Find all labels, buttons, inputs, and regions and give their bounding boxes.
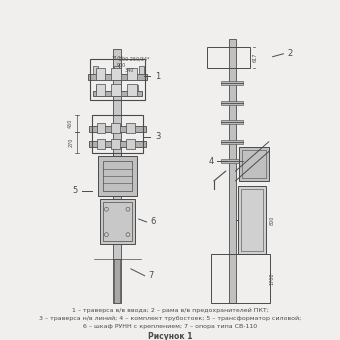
Text: Рисунок 1: Рисунок 1 [148, 332, 192, 340]
Bar [139, 67, 143, 74]
Text: 4: 4 [209, 157, 214, 166]
Text: 6: 6 [150, 218, 156, 226]
Bar [92, 115, 142, 153]
Bar [97, 139, 105, 149]
Bar [93, 91, 142, 96]
Bar [221, 120, 243, 124]
Bar [93, 67, 98, 74]
Bar [221, 101, 243, 105]
Bar [97, 123, 105, 133]
Bar [126, 139, 135, 149]
Text: 1700: 1700 [269, 272, 274, 285]
Bar [211, 254, 270, 303]
Text: 210*: 210* [111, 56, 123, 61]
Text: 900: 900 [117, 63, 126, 68]
Bar [103, 202, 132, 241]
Bar [221, 81, 243, 85]
Text: 290 250/34*: 290 250/34* [119, 56, 149, 61]
Text: 6 – шкаф РУНН с креплением; 7 – опора типа СВ-110: 6 – шкаф РУНН с креплением; 7 – опора ти… [83, 324, 257, 329]
Bar [89, 126, 146, 132]
Text: 3 – траверса н/в линий; 4 – комплект трубостоек; 5 – трансформатор силовой;: 3 – траверса н/в линий; 4 – комплект тру… [39, 316, 301, 321]
Bar [114, 259, 120, 303]
Bar [111, 84, 121, 96]
Bar [114, 67, 119, 74]
Bar [103, 161, 132, 191]
Bar [100, 200, 135, 244]
Text: 5: 5 [73, 186, 78, 195]
Text: 1: 1 [155, 72, 160, 81]
Text: 3: 3 [155, 132, 161, 141]
Bar [111, 123, 120, 133]
Bar [127, 68, 137, 80]
Bar [126, 123, 135, 133]
Bar [221, 140, 243, 144]
Text: 340: 340 [124, 68, 134, 73]
Bar [88, 74, 147, 80]
Text: 7: 7 [149, 271, 154, 280]
Text: 450: 450 [68, 119, 73, 129]
Bar [90, 59, 144, 100]
Bar [207, 47, 250, 68]
Text: 800: 800 [269, 215, 274, 225]
Bar [115, 85, 119, 91]
Bar [134, 85, 138, 91]
Text: 2: 2 [287, 49, 293, 58]
Bar [241, 189, 263, 251]
Text: 1 – траверса в/в ввода; 2 – рама в/в предохранителей ПКТ;: 1 – траверса в/в ввода; 2 – рама в/в пре… [71, 308, 269, 313]
Bar [238, 186, 266, 254]
Bar [242, 150, 266, 178]
Bar [113, 49, 121, 303]
Bar [96, 84, 105, 96]
Bar [127, 84, 137, 96]
Bar [111, 139, 120, 149]
Bar [89, 141, 146, 147]
Text: 617: 617 [253, 53, 258, 62]
Bar [111, 68, 121, 80]
Bar [96, 68, 105, 80]
Bar [229, 39, 236, 303]
Bar [221, 159, 243, 163]
Bar [96, 85, 100, 91]
Bar [98, 156, 137, 196]
Text: 270: 270 [68, 138, 73, 147]
Bar [239, 147, 269, 181]
